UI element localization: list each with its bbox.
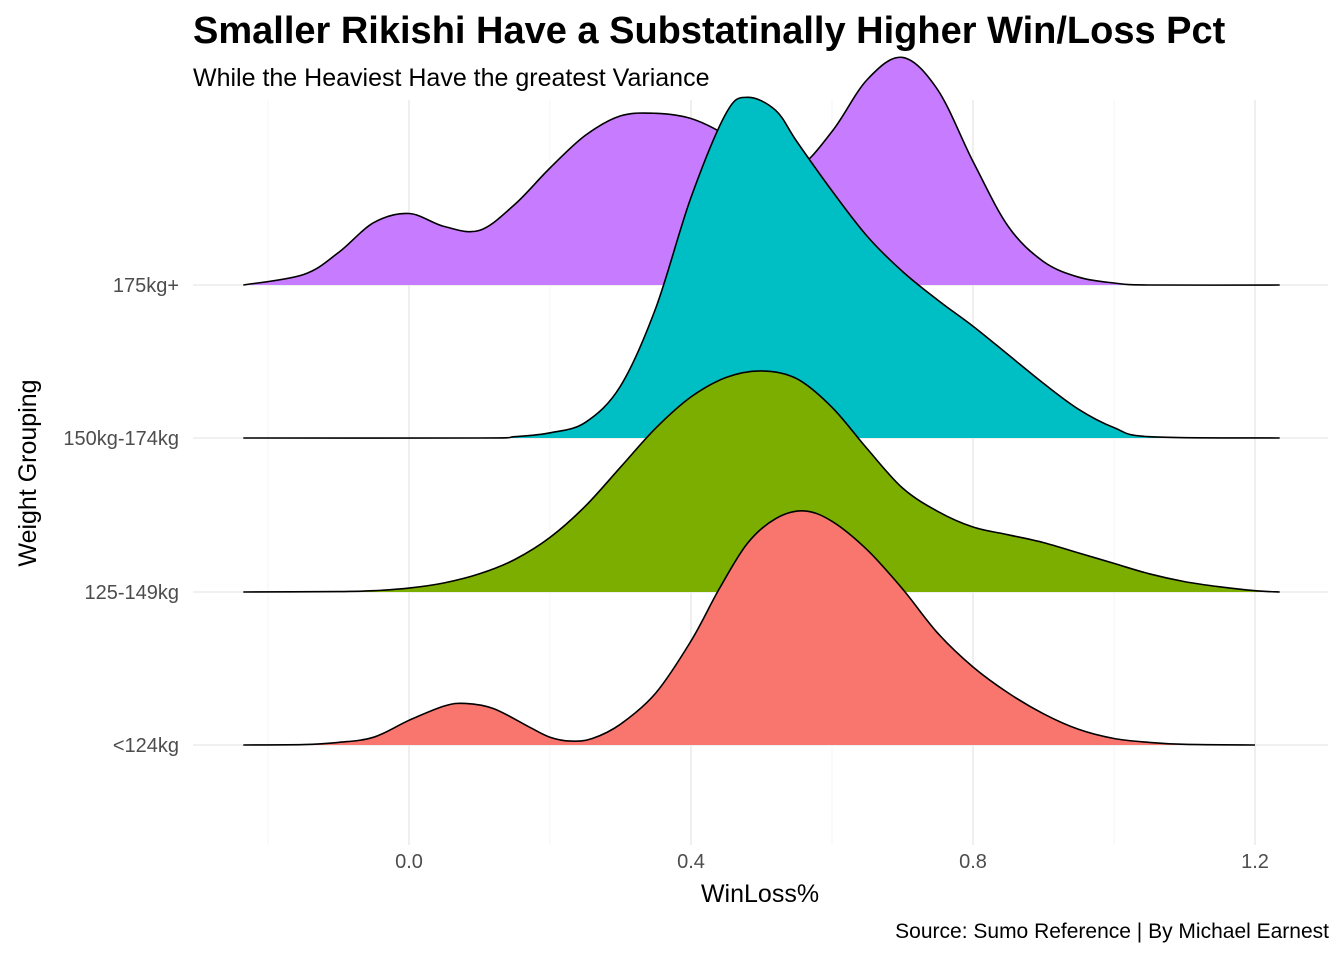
ridge-outline bbox=[243, 96, 1280, 439]
x-tick-label: 0.8 bbox=[959, 851, 987, 873]
y-tick-label: 150kg-174kg bbox=[63, 428, 179, 450]
ridge-outline bbox=[243, 370, 1280, 593]
ridge-150kg-174kg bbox=[243, 96, 1280, 439]
chart-subtitle: While the Heaviest Have the greatest Var… bbox=[193, 64, 710, 92]
ridge-area bbox=[243, 370, 1280, 592]
x-tick-label: 0.4 bbox=[677, 851, 705, 873]
x-tick-label: 0.0 bbox=[395, 851, 423, 873]
x-tick-labels: 0.0 0.4 0.8 1.2 bbox=[395, 851, 1269, 873]
ridge--124kg bbox=[243, 510, 1256, 746]
ridge-outline bbox=[243, 510, 1256, 746]
ridge-area bbox=[243, 510, 1256, 745]
y-axis-title: Weight Grouping bbox=[14, 379, 42, 566]
chart-title: Smaller Rikishi Have a Substatinally Hig… bbox=[193, 10, 1226, 52]
ridge-area bbox=[243, 97, 1280, 439]
y-tick-labels: <124kg 125-149kg 150kg-174kg 175kg+ bbox=[63, 275, 179, 757]
ridge-125-149kg bbox=[243, 370, 1280, 593]
y-tick-label: 175kg+ bbox=[113, 275, 179, 297]
x-axis-title: WinLoss% bbox=[701, 880, 819, 908]
y-tick-label: <124kg bbox=[113, 735, 179, 757]
y-tick-label: 125-149kg bbox=[84, 582, 179, 604]
ridges bbox=[243, 56, 1280, 746]
x-tick-label: 1.2 bbox=[1241, 851, 1269, 873]
chart-caption: Source: Sumo Reference | By Michael Earn… bbox=[895, 920, 1329, 943]
